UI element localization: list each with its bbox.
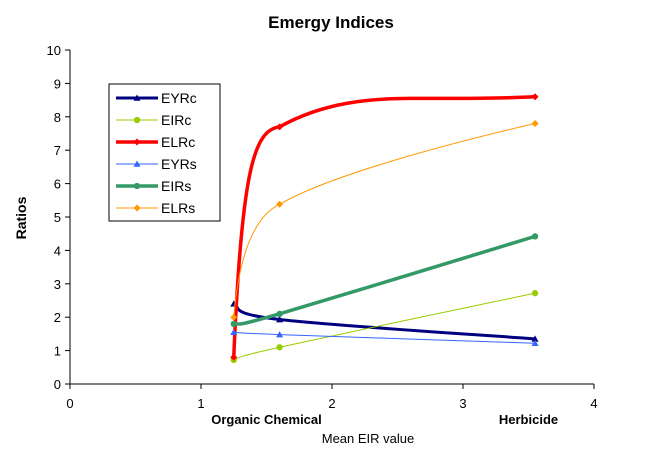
legend-marker (133, 160, 141, 167)
legend-item-ELRc: ELRc (116, 134, 195, 150)
data-point-ELRc (531, 93, 539, 101)
data-point-EIRc (531, 290, 539, 297)
y-tick-label: 10 (47, 43, 61, 58)
x-tick-label: 1 (197, 396, 204, 411)
x-category-label: Organic Chemical (211, 412, 322, 427)
legend-item-ELRs: ELRs (116, 200, 195, 216)
series-line-EIRc (233, 292, 536, 361)
data-point-EIRc (276, 344, 283, 351)
chart-title: Emergy Indices (268, 13, 394, 32)
data-point-EIRs (531, 233, 539, 240)
legend-marker (133, 138, 141, 146)
series-EIRs (230, 233, 539, 328)
legend-item-EYRs: EYRs (116, 156, 197, 172)
y-tick-label: 8 (54, 110, 61, 125)
series-ELRs (230, 119, 539, 321)
y-axis-label: Ratios (13, 196, 29, 239)
x-tick-label: 0 (66, 396, 73, 411)
data-point-ELRs (531, 119, 539, 127)
x-tick-label: 2 (328, 396, 335, 411)
y-tick-label: 7 (54, 143, 61, 158)
data-point-EYRc (276, 316, 284, 323)
legend-item-EYRc: EYRc (116, 90, 197, 106)
plot-area: 0 1 2 3 4 5 6 7 8 9 10 0 1 2 3 4 Organic Chemical Herbici… (47, 43, 598, 427)
y-tick-label: 4 (54, 243, 61, 258)
y-tick-label: 3 (54, 277, 61, 292)
legend-label: ELRs (161, 200, 195, 216)
y-tick-label: 6 (54, 177, 61, 192)
data-point-ELRs (230, 313, 238, 321)
series-line-EIRs (233, 234, 536, 326)
x-tick-label: 4 (590, 396, 597, 411)
series-EYRc (230, 300, 539, 342)
data-point-EIRs (230, 320, 237, 328)
legend-marker (133, 116, 141, 124)
y-tick-label: 2 (54, 310, 61, 325)
legend: EYRc EIRc ELRc EYRs EIRs ELRs (108, 83, 221, 222)
data-point-EYRs (531, 339, 539, 347)
series-line-ELRs (233, 122, 536, 318)
data-point-EYRs (230, 328, 238, 336)
legend-label: EYRs (161, 156, 197, 172)
y-tick-label: 5 (54, 210, 61, 225)
y-tick-label: 0 (54, 377, 61, 392)
legend-label: EIRs (161, 178, 191, 194)
legend-marker (133, 204, 141, 212)
y-tick-label: 9 (54, 76, 61, 91)
series-ELRc (230, 93, 539, 361)
legend-item-EIRc: EIRc (116, 112, 191, 128)
x-tick-label: 3 (459, 396, 466, 411)
y-tick-label: 1 (54, 344, 61, 359)
series-line-EYRs (233, 331, 536, 344)
series-EYRs (230, 328, 539, 347)
series-line-ELRc (232, 95, 536, 358)
data-point-ELRs (276, 200, 284, 208)
legend-box (108, 83, 221, 222)
data-point-EIRs (276, 310, 283, 318)
legend-marker (133, 182, 141, 190)
series-line-EYRc (233, 302, 536, 341)
legend-item-EIRs: EIRs (116, 178, 191, 194)
x-axis-label: Mean EIR value (322, 431, 415, 446)
series-EIRc (230, 290, 539, 364)
data-point-EYRc (531, 335, 539, 342)
data-point-ELRc (230, 353, 238, 361)
legend-label: EIRc (161, 112, 191, 128)
data-point-EYRs (276, 331, 284, 338)
legend-label: EYRc (161, 90, 197, 106)
x-category-label: Herbicide (499, 412, 558, 427)
legend-marker (133, 94, 141, 101)
data-point-ELRc (276, 123, 284, 131)
legend-label: ELRc (161, 134, 195, 150)
